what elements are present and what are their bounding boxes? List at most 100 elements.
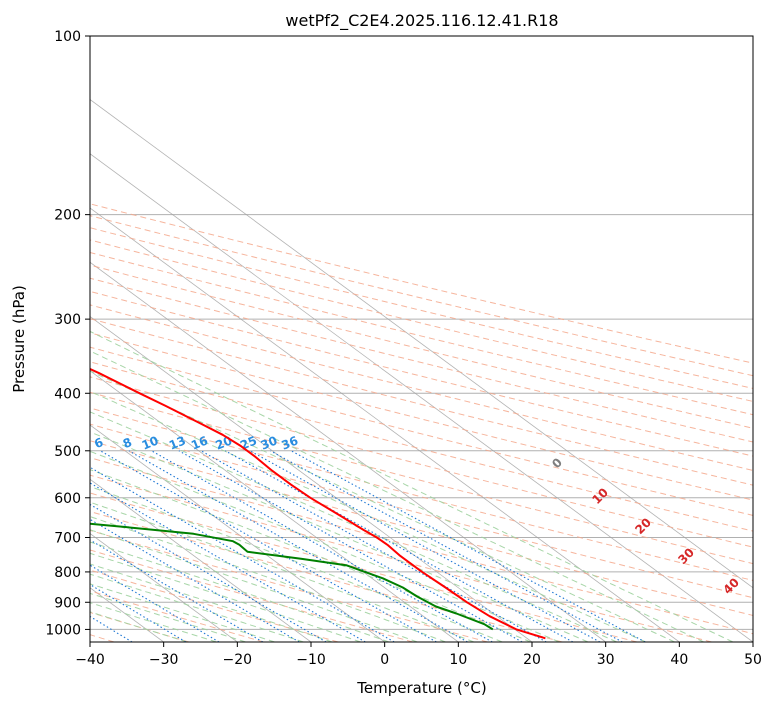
x-tick-label: 40	[670, 652, 688, 668]
x-tick-label: 30	[597, 652, 615, 668]
isotherm-line	[90, 370, 459, 642]
mixing-ratio-label: 3	[27, 435, 40, 451]
mixing-ratio-line	[90, 466, 395, 642]
dewpoint-profile-line	[90, 522, 494, 631]
dry-adiabat-line	[90, 264, 753, 429]
y-axis-title: Pressure (hPa)	[10, 285, 28, 393]
dry-adiabat-line	[90, 376, 753, 548]
dry-adiabat-line	[90, 215, 753, 377]
plot-frame	[89, 35, 754, 643]
plot-area: -100-90-80-70-60-50-40-30-20-10010203040…	[27, 36, 753, 642]
dry-adiabat-line	[90, 304, 753, 471]
isotherm-line	[90, 533, 238, 642]
moist-adiabat-line	[90, 529, 418, 642]
moist-adiabat-label: 0	[549, 455, 565, 471]
mixing-ratio-line	[100, 450, 437, 642]
dry-adiabat-line	[90, 290, 753, 457]
x-tick-label: 50	[744, 652, 762, 668]
dry-adiabat-line	[90, 203, 753, 364]
dry-adiabat-line	[90, 332, 753, 501]
dry-adiabat-line	[90, 251, 753, 416]
dry-adiabat-line	[90, 529, 488, 642]
moist-adiabat-line	[90, 592, 246, 642]
mixing-ratio-label: 13	[167, 433, 188, 452]
dry-adiabat-line	[90, 474, 712, 642]
isotherm-line	[90, 153, 753, 642]
isotherm-line	[90, 99, 753, 589]
dry-adiabat-line	[90, 590, 264, 642]
dry-adiabat-line	[90, 407, 753, 581]
dry-adiabat-line	[90, 277, 753, 443]
dry-adiabat-line	[90, 318, 753, 486]
profiles	[90, 367, 546, 640]
background-lines	[90, 36, 753, 642]
moist-adiabat-line	[90, 486, 503, 642]
x-tick-label: −10	[296, 652, 326, 668]
moist-adiabat-line	[90, 390, 646, 642]
mixing-ratio-line	[225, 450, 574, 642]
x-axis-title: Temperature (°C)	[356, 679, 486, 697]
moist-adiabat-line	[90, 602, 217, 642]
mixing-ratio-label: 25	[238, 433, 259, 452]
dry-adiabat-line	[90, 492, 638, 642]
x-tick-label: 20	[523, 652, 541, 668]
x-axis: −40 −30 −20 −10 0 10 20 30 40 50	[75, 642, 762, 668]
moist-adiabat-line	[90, 583, 275, 642]
moist-adiabat-line	[90, 516, 446, 642]
x-tick-label: −30	[149, 652, 179, 668]
mixing-ratio-line	[290, 450, 646, 642]
isotherm-line	[90, 316, 533, 642]
moist-adiabat-line	[90, 552, 361, 642]
mixing-ratio-line	[90, 564, 220, 642]
dry-adiabat-line	[90, 391, 753, 565]
isotherm-line	[90, 207, 680, 642]
dry-adiabat-line	[90, 227, 753, 389]
mixing-ratio-line	[90, 539, 264, 642]
moist-adiabat-line	[90, 563, 333, 642]
y-tick-label: 600	[54, 491, 81, 507]
mixing-ratio-label: 16	[189, 433, 210, 452]
y-tick-label: 800	[54, 565, 81, 581]
moist-adiabat-label: 20	[632, 515, 654, 537]
moist-adiabat-line	[90, 469, 531, 642]
mixing-ratio-line	[249, 450, 601, 642]
moist-adiabat-line	[90, 350, 704, 642]
moist-adiabat-line	[90, 431, 589, 642]
mixing-ratio-line	[270, 450, 623, 642]
mixing-ratio-label: 30	[259, 433, 280, 452]
y-tick-label: 200	[54, 208, 81, 224]
dry-adiabat-line	[90, 239, 753, 402]
y-tick-label: 300	[54, 312, 81, 328]
y-axis: 1000 900 800 700 600 500 400 300 200 100	[45, 29, 90, 638]
isotherm-line	[90, 424, 385, 642]
dry-adiabat-line	[90, 510, 563, 642]
y-tick-label: 100	[54, 29, 81, 45]
temperature-profile-line	[90, 367, 546, 640]
moist-adiabat-line	[90, 370, 675, 642]
dry-adiabat-line	[90, 569, 339, 642]
mixing-ratio-line	[151, 450, 493, 642]
dry-adiabat-line	[90, 457, 753, 635]
mixing-ratio-line	[178, 450, 523, 642]
x-tick-label: 0	[380, 652, 389, 668]
moist-adiabat-label: 30	[675, 545, 697, 567]
moist-adiabat-line	[90, 330, 734, 642]
dry-adiabat-line	[90, 361, 753, 532]
mixing-ratio-line	[200, 450, 547, 642]
mixing-ratio-label: 10	[140, 433, 161, 452]
mixing-ratio-label: 36	[279, 433, 300, 452]
isotherm-line	[90, 261, 606, 642]
moist-adiabat-line	[90, 501, 474, 642]
x-tick-label: −40	[75, 652, 105, 668]
y-tick-label: 900	[54, 595, 81, 611]
mixing-ratio-line	[90, 615, 133, 642]
y-tick-label: 700	[54, 531, 81, 547]
x-tick-label: 10	[449, 652, 467, 668]
mixing-ratio-line	[128, 450, 468, 642]
dry-adiabat-line	[90, 549, 414, 642]
dry-adiabat-line	[90, 423, 753, 599]
isotherm-line	[90, 478, 312, 642]
dry-adiabat-line	[90, 440, 753, 616]
mixing-ratio-line	[90, 482, 366, 642]
moist-adiabat-label: 10	[589, 485, 611, 507]
